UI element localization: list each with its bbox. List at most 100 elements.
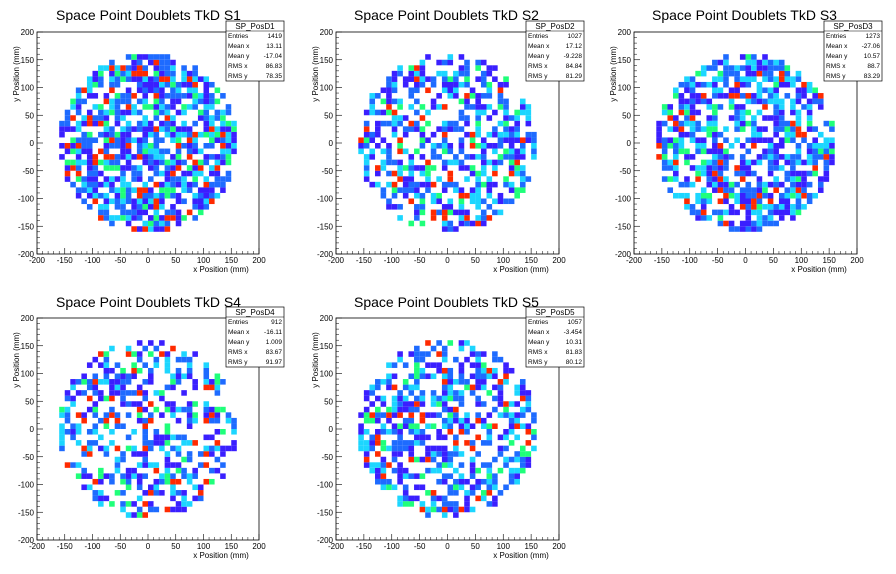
heatmap-bin — [700, 81, 707, 88]
heatmap-bin — [519, 165, 526, 171]
y-tick-label: -50 — [22, 167, 34, 176]
heatmap-bin — [453, 120, 459, 127]
heatmap-bin — [806, 87, 813, 94]
heatmap-bin — [503, 445, 509, 452]
heatmap-bin — [363, 429, 370, 435]
heatmap-bin — [441, 137, 448, 143]
heatmap-bin — [739, 126, 746, 132]
heatmap-bin — [723, 176, 729, 182]
heatmap-bin — [706, 192, 713, 199]
heatmap-bin — [795, 187, 802, 193]
heatmap-bin — [181, 215, 187, 221]
heatmap-bin — [453, 87, 459, 94]
heatmap-bin — [778, 192, 785, 199]
heatmap-bin — [175, 379, 182, 385]
y-tick-label: -150 — [615, 222, 632, 231]
heatmap-bin — [186, 87, 193, 94]
heatmap-bin — [397, 462, 403, 468]
heatmap-bin — [386, 417, 392, 424]
heatmap-bin — [458, 429, 465, 435]
y-tick-label: 100 — [21, 84, 35, 93]
heatmap-bin — [59, 412, 65, 418]
heatmap-bin — [164, 467, 171, 474]
heatmap-bin — [817, 98, 824, 105]
heatmap-bin — [784, 126, 791, 132]
heatmap-bin — [695, 192, 701, 199]
heatmap-bin — [425, 120, 431, 127]
heatmap-bin — [447, 451, 454, 457]
heatmap-bin — [75, 148, 82, 155]
heatmap-bin — [756, 159, 763, 166]
heatmap-bin — [430, 501, 437, 507]
heatmap-bin — [497, 159, 504, 166]
stats-value: 80.12 — [566, 359, 583, 366]
heatmap-bin — [684, 204, 690, 210]
heatmap-bin — [519, 379, 526, 385]
heatmap-bin — [363, 154, 370, 160]
heatmap-bin — [453, 445, 459, 452]
heatmap-bin — [181, 76, 187, 82]
heatmap-bin — [829, 154, 835, 160]
heatmap-bin — [98, 490, 104, 496]
heatmap-bin — [784, 198, 791, 205]
heatmap-bin — [109, 198, 115, 205]
heatmap-bin — [519, 154, 526, 160]
heatmap-bin — [181, 70, 187, 77]
heatmap-bin — [441, 187, 448, 193]
heatmap-bin — [92, 181, 99, 188]
heatmap-bin — [767, 154, 774, 160]
heatmap-bin — [131, 401, 137, 407]
x-tick-label: -150 — [356, 542, 373, 551]
heatmap-bin — [447, 373, 454, 380]
heatmap-bin — [125, 484, 132, 491]
heatmap-bin — [425, 490, 431, 496]
heatmap-bin — [508, 159, 515, 166]
y-tick-label: 50 — [324, 111, 333, 120]
heatmap-bin — [447, 87, 454, 94]
heatmap-bin — [98, 109, 104, 116]
heatmap-bin — [131, 154, 137, 160]
heatmap-bin — [98, 170, 104, 177]
heatmap-bin — [75, 154, 82, 160]
heatmap-bin — [503, 131, 509, 138]
heatmap-bin — [402, 76, 409, 82]
heatmap-bin — [148, 87, 154, 94]
heatmap-bin — [436, 93, 442, 99]
heatmap-bin — [767, 192, 774, 199]
heatmap-bin — [164, 401, 171, 407]
heatmap-bin — [508, 473, 515, 479]
heatmap-bin — [503, 362, 509, 368]
heatmap-bin — [823, 137, 830, 143]
heatmap-bin — [153, 204, 160, 210]
heatmap-bin — [109, 126, 115, 132]
heatmap-bin — [136, 209, 143, 216]
heatmap-bin — [475, 131, 481, 138]
heatmap-bin — [795, 93, 802, 99]
heatmap-bin — [109, 345, 115, 352]
heatmap-bin — [425, 423, 431, 429]
heatmap-bin — [380, 462, 387, 468]
heatmap-bin — [98, 473, 104, 479]
heatmap-bin — [475, 451, 481, 457]
heatmap-bin — [419, 473, 426, 479]
heatmap-bin — [375, 417, 381, 424]
heatmap-bin — [492, 148, 498, 155]
heatmap-bin — [203, 192, 210, 199]
heatmap-bin — [81, 467, 87, 474]
heatmap-bin — [441, 390, 448, 396]
heatmap-bin — [441, 70, 448, 77]
heatmap-bin — [700, 198, 707, 205]
heatmap-bin — [773, 176, 779, 182]
heatmap-bin — [386, 93, 392, 99]
heatmap-bin — [795, 204, 802, 210]
heatmap-bin — [170, 165, 176, 171]
heatmap-bin — [508, 478, 515, 485]
heatmap-bin — [441, 204, 448, 210]
heatmap-bin — [514, 154, 520, 160]
heatmap-bin — [181, 187, 187, 193]
heatmap-bin — [175, 148, 182, 155]
heatmap-bin — [186, 362, 193, 368]
heatmap-bin — [225, 126, 232, 132]
heatmap-bin — [92, 423, 99, 429]
heatmap-bin — [214, 373, 221, 380]
